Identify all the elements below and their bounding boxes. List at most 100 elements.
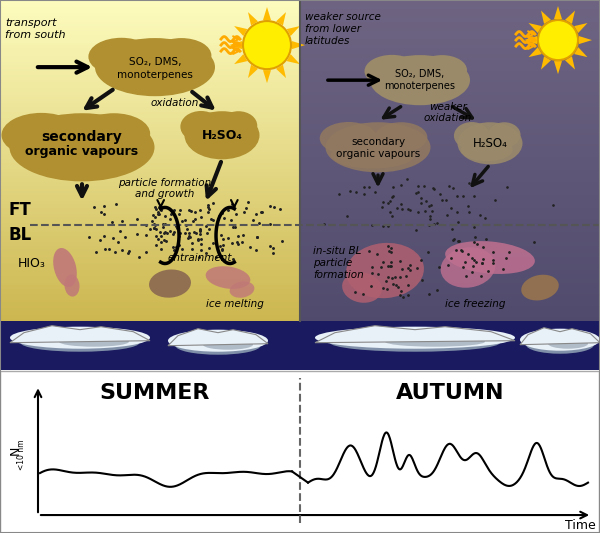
Bar — [0, 340, 300, 342]
Bar — [300, 240, 600, 243]
Bar — [0, 257, 300, 259]
Bar — [0, 78, 300, 81]
Bar — [300, 167, 600, 169]
Bar — [300, 322, 600, 325]
Bar — [0, 315, 300, 318]
Ellipse shape — [548, 338, 588, 349]
Bar — [300, 107, 600, 109]
Bar — [300, 35, 600, 38]
Bar — [300, 56, 600, 58]
Bar — [300, 77, 600, 79]
Ellipse shape — [2, 113, 81, 157]
Bar — [300, 161, 600, 164]
Bar — [0, 325, 300, 327]
Polygon shape — [229, 41, 242, 49]
Ellipse shape — [64, 274, 80, 296]
Bar — [300, 242, 600, 244]
Bar — [300, 206, 600, 208]
Bar — [0, 73, 300, 75]
Bar — [0, 285, 300, 287]
Text: formation: formation — [313, 270, 364, 280]
Bar — [0, 0, 300, 2]
Bar — [300, 18, 600, 21]
Bar — [300, 287, 600, 289]
Bar — [300, 104, 600, 107]
Text: entrainment: entrainment — [168, 253, 232, 263]
Text: latitudes: latitudes — [305, 36, 350, 46]
Bar — [300, 193, 600, 196]
Bar — [300, 13, 600, 15]
Bar — [0, 246, 300, 248]
Polygon shape — [520, 328, 600, 345]
Text: transport: transport — [5, 18, 56, 28]
Ellipse shape — [526, 336, 594, 354]
Bar — [0, 131, 300, 133]
Bar — [0, 112, 300, 115]
Bar — [300, 247, 600, 250]
Text: Time: Time — [565, 519, 595, 531]
Bar — [0, 92, 300, 94]
Bar — [300, 3, 600, 6]
Bar — [300, 366, 600, 368]
Bar — [300, 2, 600, 4]
Bar — [0, 251, 300, 254]
Bar — [300, 50, 600, 53]
Bar — [300, 112, 600, 115]
Bar — [0, 140, 300, 143]
Bar — [0, 135, 300, 137]
Bar — [300, 71, 600, 73]
Ellipse shape — [17, 139, 133, 176]
Bar — [300, 90, 600, 92]
Bar — [0, 264, 300, 267]
Bar — [0, 118, 300, 120]
Bar — [300, 82, 600, 85]
Bar — [0, 97, 300, 100]
Bar — [300, 41, 600, 43]
Ellipse shape — [101, 60, 197, 92]
Bar — [300, 172, 600, 175]
Bar — [0, 28, 300, 30]
Bar — [300, 293, 600, 295]
Bar — [300, 238, 600, 240]
Ellipse shape — [151, 38, 211, 73]
Polygon shape — [524, 36, 537, 44]
Bar — [300, 285, 600, 287]
Bar — [300, 204, 600, 207]
Bar — [0, 308, 300, 310]
Ellipse shape — [188, 130, 248, 156]
Bar — [0, 372, 300, 374]
Bar — [300, 45, 600, 47]
Text: FT: FT — [8, 201, 31, 220]
Bar — [300, 342, 600, 344]
Bar — [0, 152, 300, 154]
Bar — [300, 135, 600, 137]
Bar — [0, 328, 300, 330]
Bar — [300, 294, 600, 297]
Bar — [0, 67, 300, 69]
Bar — [300, 163, 600, 165]
Bar — [300, 49, 600, 51]
Ellipse shape — [520, 329, 600, 351]
Bar — [0, 109, 300, 111]
Bar — [300, 308, 600, 310]
Polygon shape — [565, 11, 575, 24]
Ellipse shape — [325, 122, 431, 172]
Bar — [0, 304, 300, 306]
Bar — [0, 353, 300, 355]
Bar — [0, 236, 300, 239]
Text: N: N — [8, 446, 22, 455]
Bar — [0, 259, 300, 261]
Bar — [300, 150, 600, 152]
Ellipse shape — [342, 272, 382, 303]
Bar — [0, 82, 300, 85]
Bar — [300, 120, 600, 122]
Bar — [0, 332, 300, 334]
Text: particle formation: particle formation — [118, 179, 212, 188]
Text: AUTUMN: AUTUMN — [396, 383, 504, 403]
Polygon shape — [287, 26, 300, 36]
Ellipse shape — [168, 330, 268, 352]
Bar — [300, 199, 600, 201]
Ellipse shape — [220, 111, 257, 140]
Bar — [300, 357, 600, 359]
Bar — [0, 238, 300, 240]
